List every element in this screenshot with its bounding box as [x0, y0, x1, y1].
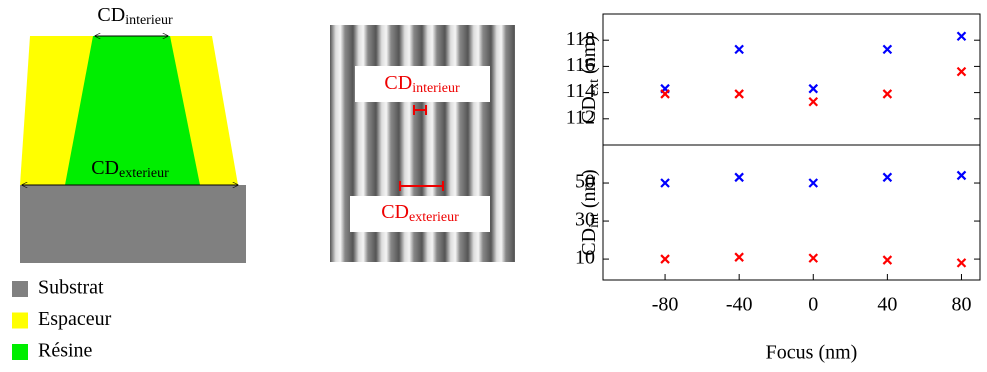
point [660, 178, 670, 188]
point [882, 44, 893, 55]
x-tick-label: -80 [652, 294, 679, 316]
legend: Substrat Espaceur Résine [12, 277, 112, 362]
y-tick-label: 30 [575, 209, 595, 231]
x-axis-label: Focus (nm) [766, 342, 858, 364]
y-tick-label: 114 [566, 80, 595, 102]
point [808, 178, 819, 188]
plot-frame [602, 13, 981, 146]
legend-label: Substrat [38, 277, 104, 299]
point [808, 83, 819, 94]
legend-swatch [12, 344, 28, 360]
point [808, 253, 819, 263]
y-label-sub: ext [587, 79, 602, 96]
label-box [355, 66, 490, 102]
point [882, 255, 893, 265]
cd-interieur-label: CDinterieur [97, 4, 173, 29]
y-label-sub: int [587, 213, 602, 228]
point [956, 66, 967, 77]
y-label-main: CD [578, 228, 600, 256]
y-axis-label: CDint (nm) [578, 169, 603, 255]
point [956, 170, 967, 181]
y-tick-label: 50 [575, 171, 595, 193]
point [956, 31, 967, 42]
cd-interieur-label: CDinterieur [384, 72, 460, 97]
cd-ext-marker [399, 181, 444, 191]
point [734, 252, 744, 262]
x-tick-label: 40 [877, 294, 897, 316]
legend-label: Résine [38, 340, 93, 362]
x-tick-label: 80 [951, 294, 971, 316]
substrate [20, 185, 246, 263]
y-tick-label: 116 [566, 54, 595, 76]
y-tick-label: 10 [575, 247, 595, 269]
y-tick-label: 118 [566, 28, 595, 50]
cd-exterieur-label: CDexterieur [91, 157, 169, 182]
point [734, 172, 744, 183]
point [734, 44, 744, 55]
y-axis-label: CDext (nm) [578, 35, 603, 124]
y-label-unit: (nm) [578, 35, 600, 79]
point [734, 89, 744, 99]
y-label-main: CD [578, 96, 600, 124]
x-tick-label: 0 [808, 294, 818, 316]
y-label-unit: (nm) [578, 169, 600, 213]
y-tick-label: 112 [566, 106, 595, 128]
plot-frame [602, 144, 981, 281]
point [660, 254, 670, 264]
point [956, 258, 967, 268]
point [808, 96, 819, 107]
point [882, 89, 893, 99]
resist [65, 36, 200, 185]
legend-label: Espaceur [38, 308, 112, 330]
legend-swatch [12, 312, 28, 329]
cd-exterieur-label: CDexterieur [381, 201, 459, 226]
legend-swatch [12, 281, 28, 297]
x-tick-label: -40 [726, 294, 753, 316]
point [660, 89, 670, 99]
cd-int-marker [413, 105, 427, 115]
point [882, 172, 893, 183]
label-box [350, 196, 490, 232]
